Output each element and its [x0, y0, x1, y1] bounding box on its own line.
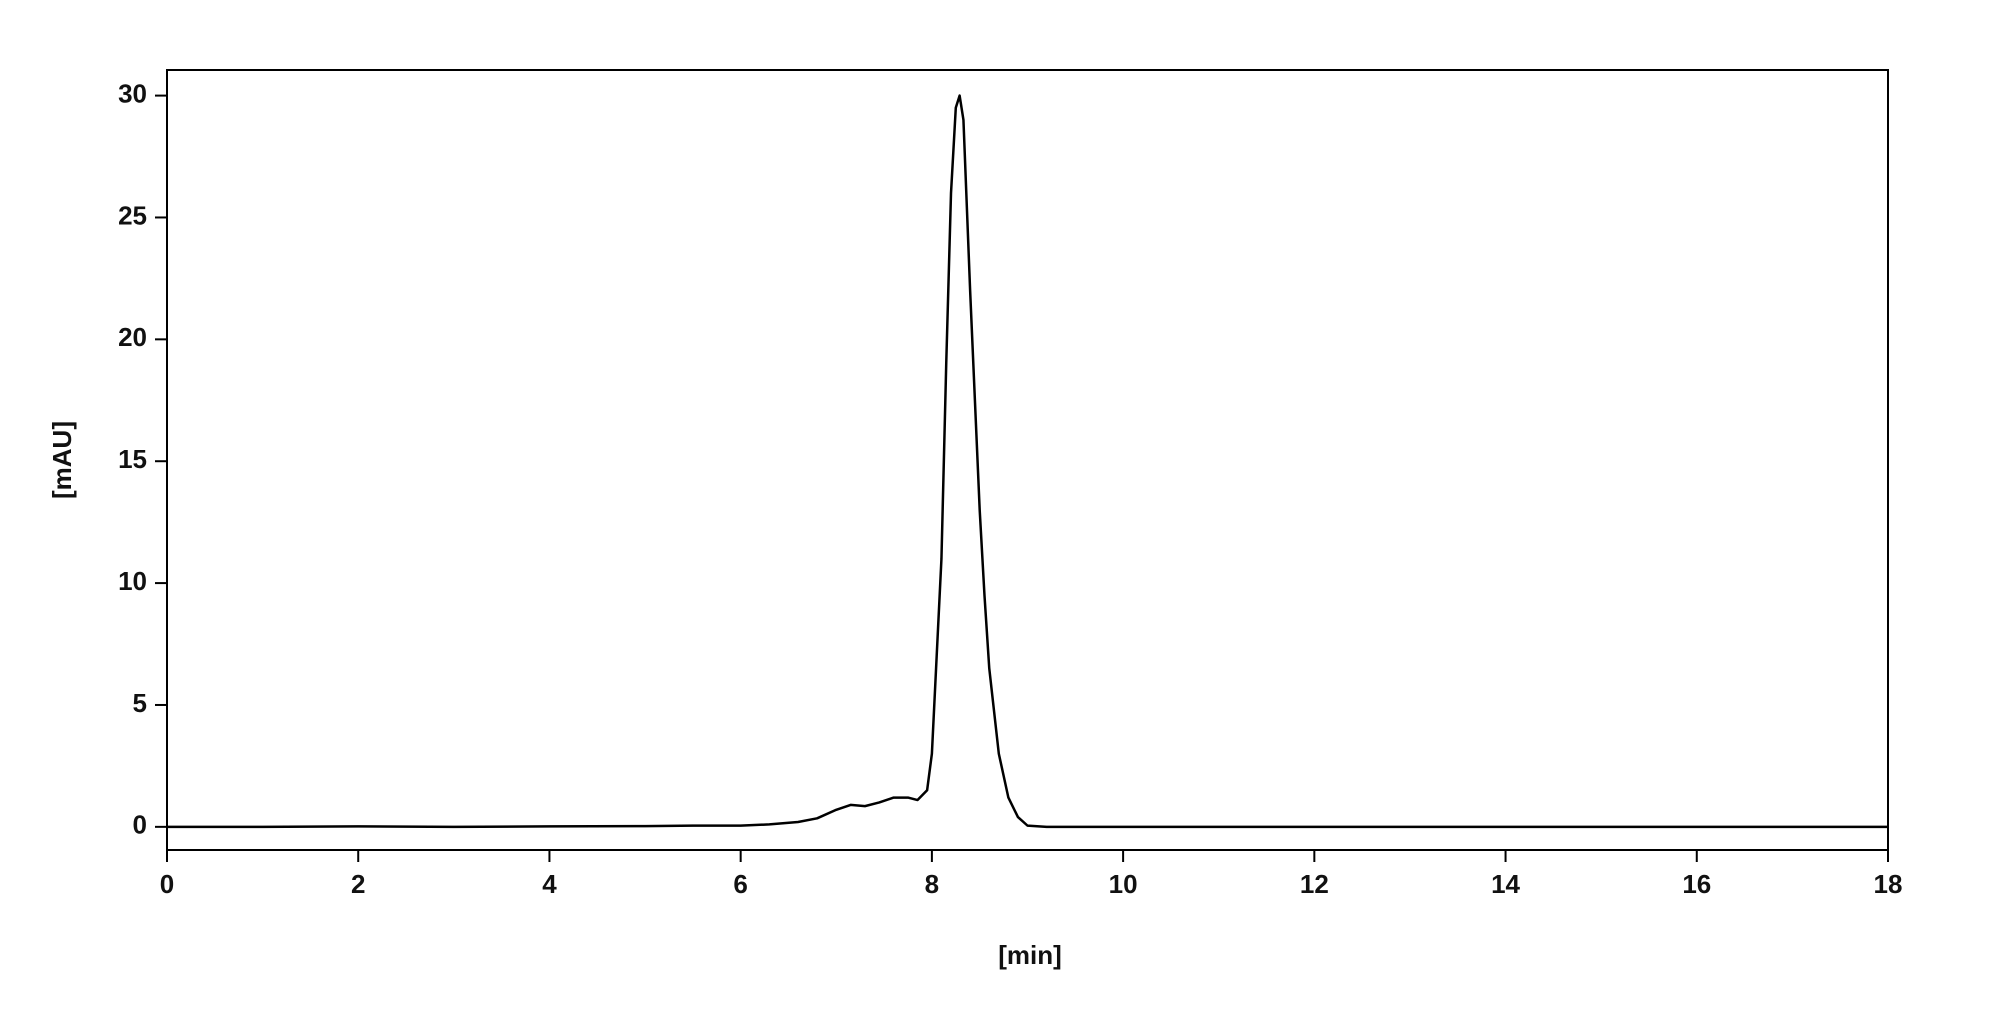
x-axis-label: [min] — [998, 940, 1062, 970]
y-tick-label: 5 — [133, 688, 147, 718]
x-tick-label: 18 — [1874, 869, 1903, 899]
x-tick-label: 8 — [925, 869, 939, 899]
y-tick-label: 0 — [133, 810, 147, 840]
x-tick-label: 4 — [542, 869, 557, 899]
x-tick-label: 12 — [1300, 869, 1329, 899]
y-tick-label: 15 — [118, 444, 147, 474]
x-tick-label: 0 — [160, 869, 174, 899]
data-line — [167, 94, 1888, 829]
y-axis-label: [mAU] — [47, 421, 77, 499]
y-tick-label: 25 — [118, 200, 147, 230]
x-tick-label: 6 — [733, 869, 747, 899]
plot-frame — [166, 69, 1889, 851]
y-tick-label: 10 — [118, 566, 147, 596]
x-tick-label: 2 — [351, 869, 365, 899]
y-tick-label: 20 — [118, 322, 147, 352]
x-tick-label: 14 — [1491, 869, 1520, 899]
x-tick-label: 10 — [1109, 869, 1138, 899]
x-tick-label: 16 — [1682, 869, 1711, 899]
y-tick-label: 30 — [118, 78, 147, 108]
